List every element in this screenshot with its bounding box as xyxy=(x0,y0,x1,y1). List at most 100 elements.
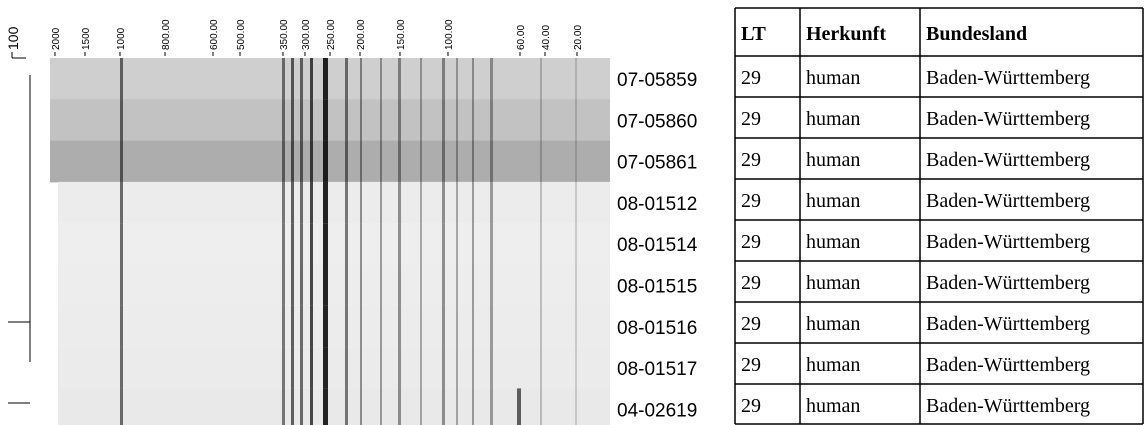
gel-band xyxy=(490,58,493,100)
gel-band xyxy=(291,223,294,265)
table-cell: 29 xyxy=(741,149,761,171)
gel-lane xyxy=(50,99,610,142)
gel-band xyxy=(360,181,362,224)
gel-band xyxy=(291,388,294,425)
gel-band xyxy=(456,305,458,348)
gel-band xyxy=(490,305,493,348)
gel-band xyxy=(575,305,577,348)
gel-band xyxy=(472,347,474,389)
table-cell: Baden-Württemberg xyxy=(926,354,1090,376)
gel-lane xyxy=(50,140,610,183)
table-cell: Baden-Württemberg xyxy=(926,313,1090,335)
gel-band xyxy=(345,58,348,100)
gel-band xyxy=(360,388,362,425)
gel-band xyxy=(310,264,313,307)
gel-band xyxy=(442,140,445,183)
gel-band xyxy=(291,58,294,100)
sample-id: 08-01517 xyxy=(617,359,697,380)
gel-band xyxy=(398,58,401,100)
table-cell: human xyxy=(806,272,860,294)
scale-label: 500.00 xyxy=(236,19,247,50)
gel-band xyxy=(380,181,382,224)
gel-band xyxy=(310,181,313,224)
gel-band xyxy=(310,99,313,142)
gel-band xyxy=(575,264,577,307)
sample-id: 07-05861 xyxy=(617,153,697,174)
gel-band xyxy=(345,305,348,348)
table-cell: 29 xyxy=(741,108,761,130)
table-cell: human xyxy=(806,149,860,171)
gel-band xyxy=(300,264,303,307)
info-table xyxy=(734,7,1144,425)
gel-band xyxy=(380,347,382,389)
gel-band xyxy=(490,140,493,183)
gel-band xyxy=(442,99,445,142)
gel-band xyxy=(420,181,422,224)
gel-band xyxy=(380,58,382,100)
gel-band xyxy=(380,264,382,307)
gel-band xyxy=(442,347,445,389)
scale-label: 40.00 xyxy=(541,25,552,50)
gel-band xyxy=(575,223,577,265)
gel-band xyxy=(398,347,401,389)
table-header: Bundesland xyxy=(926,23,1027,45)
scale-label: 100.00 xyxy=(444,19,455,50)
gel-band xyxy=(282,58,285,100)
gel-band xyxy=(323,388,328,425)
gel-band xyxy=(575,181,577,224)
gel-lane xyxy=(58,347,610,389)
gel-band xyxy=(420,264,422,307)
gel-band xyxy=(442,264,445,307)
gel-band xyxy=(291,305,294,348)
gel-band xyxy=(398,99,401,142)
gel-band xyxy=(472,223,474,265)
gel-band xyxy=(345,140,348,183)
table-cell: 29 xyxy=(741,272,761,294)
gel-band xyxy=(472,140,474,183)
sample-id: 08-01514 xyxy=(617,235,698,256)
gel-band xyxy=(300,181,303,224)
gel-band xyxy=(360,223,362,265)
gel-band xyxy=(575,140,577,183)
scale-label: 300.00 xyxy=(301,19,312,50)
gel-band xyxy=(517,388,521,425)
table-cell: human xyxy=(806,190,860,212)
gel-band xyxy=(420,223,422,265)
table-cell: human xyxy=(806,354,860,376)
gel-band xyxy=(120,388,123,425)
gel-band xyxy=(420,58,422,100)
gel-band xyxy=(120,99,123,142)
table-cell: Baden-Württemberg xyxy=(926,67,1090,89)
gel-band xyxy=(380,223,382,265)
gel-band xyxy=(120,264,123,307)
table-cell: human xyxy=(806,313,860,335)
gel-band xyxy=(540,264,542,307)
table-cell: 29 xyxy=(741,395,761,417)
gel-band xyxy=(282,305,285,348)
gel-band xyxy=(282,223,285,265)
scale-label: 60.00 xyxy=(516,25,527,50)
table-cell: 29 xyxy=(741,67,761,89)
gel-band xyxy=(300,99,303,142)
gel-band xyxy=(300,388,303,425)
gel-band xyxy=(282,181,285,224)
gel-band xyxy=(310,223,313,265)
gel-band xyxy=(300,223,303,265)
table-cell: 29 xyxy=(741,313,761,335)
gel-band xyxy=(456,140,458,183)
gel-band xyxy=(472,58,474,100)
gel-band xyxy=(575,388,577,425)
gel-band xyxy=(323,99,328,142)
gel-band xyxy=(291,347,294,389)
table-cell: 29 xyxy=(741,354,761,376)
gel-band xyxy=(472,99,474,142)
gel-band xyxy=(345,388,348,425)
gel-band xyxy=(490,99,493,142)
gel-band xyxy=(490,347,493,389)
scale-label: 200.00 xyxy=(356,19,367,50)
gel-lane xyxy=(58,388,610,425)
table-cell: human xyxy=(806,67,860,89)
gel-band xyxy=(398,181,401,224)
gel-band xyxy=(380,305,382,348)
